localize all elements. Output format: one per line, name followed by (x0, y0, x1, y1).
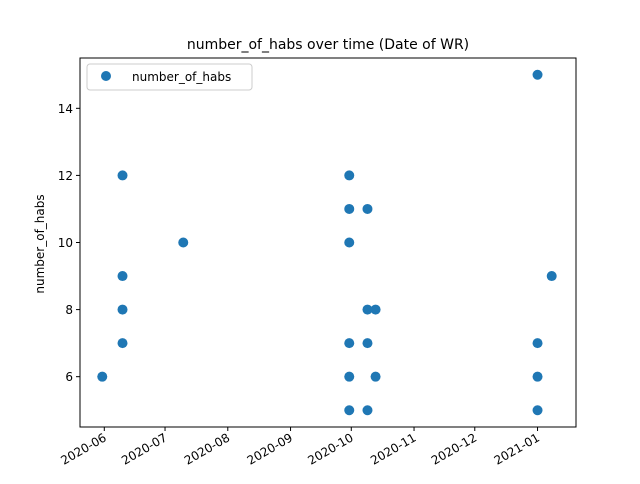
x-axis-ticks: 2020-06 2020-07 2020-08 2020-09 2020-10 2020-… (58, 427, 542, 468)
legend-box (86, 63, 253, 91)
data-point (370, 304, 381, 315)
data-point (532, 405, 543, 416)
legend-marker (101, 71, 111, 81)
x-tick-label: 2020-11 (368, 430, 418, 467)
data-point (117, 170, 128, 181)
x-tick-label: 2021-01 (492, 430, 542, 467)
data-point (362, 304, 373, 315)
x-tick-label: 2020-07 (119, 430, 169, 467)
data-point (97, 371, 108, 382)
x-tick-label: 2020-08 (182, 430, 232, 467)
data-point (344, 203, 355, 214)
y-axis-ticks: 6 8 10 12 14 (58, 102, 80, 384)
data-point (532, 371, 543, 382)
data-point (344, 371, 355, 382)
y-tick-label: 6 (65, 370, 73, 384)
data-point (362, 405, 373, 416)
data-point (344, 338, 355, 349)
x-tick-label: 2020-10 (305, 430, 355, 467)
x-tick-label: 2020-09 (245, 430, 295, 467)
data-point (362, 203, 373, 214)
plot-area-frame (79, 57, 577, 428)
data-point (117, 338, 128, 349)
data-point (178, 237, 189, 248)
y-tick-label: 14 (58, 102, 73, 116)
legend: number_of_habs (86, 63, 253, 91)
data-point (370, 371, 381, 382)
data-point (362, 338, 373, 349)
data-point (546, 271, 557, 282)
data-point (532, 338, 543, 349)
data-point (117, 304, 128, 315)
y-axis-label: number_of_habs (33, 194, 47, 293)
x-tick-label: 2020-12 (429, 430, 479, 467)
legend-label: number_of_habs (132, 70, 231, 84)
data-point (344, 237, 355, 248)
data-point (344, 170, 355, 181)
chart-title: number_of_habs over time (Date of WR) (187, 37, 469, 53)
data-point (344, 405, 355, 416)
data-point (117, 271, 128, 282)
x-tick-label: 2020-06 (58, 430, 108, 467)
data-points (97, 69, 557, 416)
y-tick-label: 10 (58, 236, 73, 250)
y-tick-label: 8 (65, 303, 73, 317)
y-tick-label: 12 (58, 169, 73, 183)
data-point (532, 69, 543, 80)
